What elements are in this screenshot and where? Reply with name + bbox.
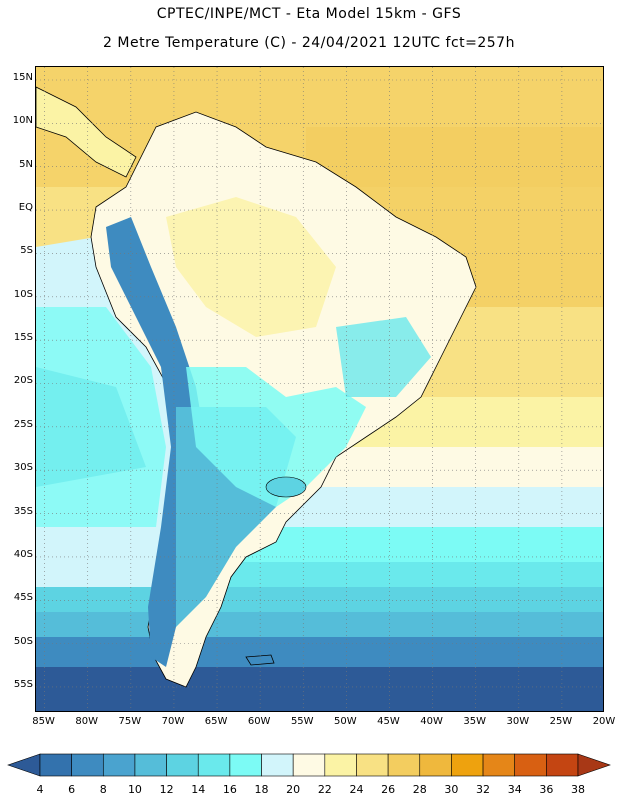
lat-tick-label: EQ <box>18 202 33 214</box>
temperature-map <box>35 66 604 712</box>
colorbar-swatch <box>71 753 104 777</box>
lon-tick-label: 40W <box>420 716 443 727</box>
lat-tick-label: 20S <box>13 375 33 387</box>
colorbar-tick-label: 28 <box>412 783 427 796</box>
graticule <box>36 67 603 711</box>
lat-tick-label: 15S <box>13 332 33 344</box>
lon-tick-label: 85W <box>32 716 55 727</box>
colorbar-tick-label: 4 <box>36 783 44 796</box>
lat-tick-label: 55S <box>13 678 33 690</box>
colorbar-tick-label: 20 <box>286 783 301 796</box>
colorbar-swatch <box>546 753 579 777</box>
map-title: CPTEC/INPE/MCT - Eta Model 15km - GFS <box>156 6 462 22</box>
lon-tick-label: 25W <box>549 716 573 727</box>
lat-tick-label: 15N <box>12 72 33 83</box>
colorbar-tick-label: 16 <box>222 783 237 796</box>
lat-tick-label: 5N <box>19 158 33 170</box>
lon-tick-label: 60W <box>247 716 271 727</box>
colorbar-tick-label: 10 <box>127 783 142 796</box>
lon-tick-label: 30W <box>506 716 530 727</box>
lon-tick-label: 65W <box>204 716 228 727</box>
colorbar-swatch <box>482 753 516 777</box>
colorbar-tick-label: 26 <box>381 783 396 796</box>
colorbar-max-arrow <box>577 753 611 777</box>
band-4 <box>36 667 603 711</box>
colorbar-swatch <box>39 753 72 777</box>
colorbar-tick-label: 32 <box>476 783 491 796</box>
colorbar-swatch <box>292 753 326 777</box>
lon-tick-label: 35W <box>463 716 486 727</box>
central-america <box>36 86 137 178</box>
colorbar-swatch <box>229 753 262 777</box>
lat-tick-label: 50S <box>13 635 33 647</box>
colorbar-tick-label: 18 <box>254 783 269 796</box>
colorbar-swatch <box>324 753 357 777</box>
lon-tick-label: 50W <box>334 716 357 727</box>
lat-tick-label: 30S <box>13 462 33 474</box>
colorbar-tick-label: 8 <box>99 783 107 796</box>
colorbar-swatch <box>419 753 452 777</box>
colorbar-tick-label: 24 <box>349 783 364 796</box>
amazon-warm <box>166 197 336 337</box>
lagoa-dos-patos <box>265 476 307 498</box>
colorbar-swatch <box>134 753 167 777</box>
map-canvas <box>36 67 603 711</box>
lon-tick-label: 75W <box>118 716 142 727</box>
southeast-brazil-cool <box>336 317 431 397</box>
colorbar-swatch <box>166 753 199 777</box>
pacific-cold <box>36 367 146 487</box>
colorbar-swatch <box>261 753 294 777</box>
lon-tick-label: 55W <box>290 716 314 727</box>
lon-tick-label: 45W <box>377 716 400 727</box>
colorbar-tick-label: 22 <box>317 783 332 796</box>
colorbar-swatch <box>514 753 547 777</box>
colorbar-tick-label: 34 <box>507 783 522 796</box>
lon-tick-label: 80W <box>75 716 99 727</box>
colorbar-tick-label: 14 <box>191 783 206 796</box>
colorbar-tick-label: 6 <box>68 783 76 796</box>
colorbar-tick-label: 38 <box>571 783 585 796</box>
lat-tick-label: 10N <box>12 115 33 127</box>
colorbar-tick-label: 36 <box>539 783 554 796</box>
colorbar-tick-label: 30 <box>444 783 459 796</box>
lat-tick-label: 10S <box>13 288 33 300</box>
colorbar-swatch <box>197 753 231 777</box>
lat-tick-label: 35S <box>13 505 33 517</box>
colorbar-swatch <box>451 753 484 777</box>
colorbar-swatch <box>356 753 389 777</box>
map-subtitle: 2 Metre Temperature (C) - 24/04/2021 12U… <box>103 35 515 51</box>
lat-tick-label: 5S <box>20 245 33 257</box>
southern-brazil-cool <box>186 367 366 507</box>
lon-tick-label: 20W <box>592 716 616 727</box>
lon-tick-label: 70W <box>161 716 185 727</box>
lat-tick-label: 25S <box>13 418 33 430</box>
colorbar-swatch <box>102 753 136 777</box>
colorbar-tick-label: 12 <box>159 783 174 796</box>
colorbar-swatch <box>387 753 421 777</box>
lat-tick-label: 40S <box>13 548 33 560</box>
lat-tick-label: 45S <box>13 592 33 604</box>
colorbar-min-arrow <box>7 753 41 777</box>
